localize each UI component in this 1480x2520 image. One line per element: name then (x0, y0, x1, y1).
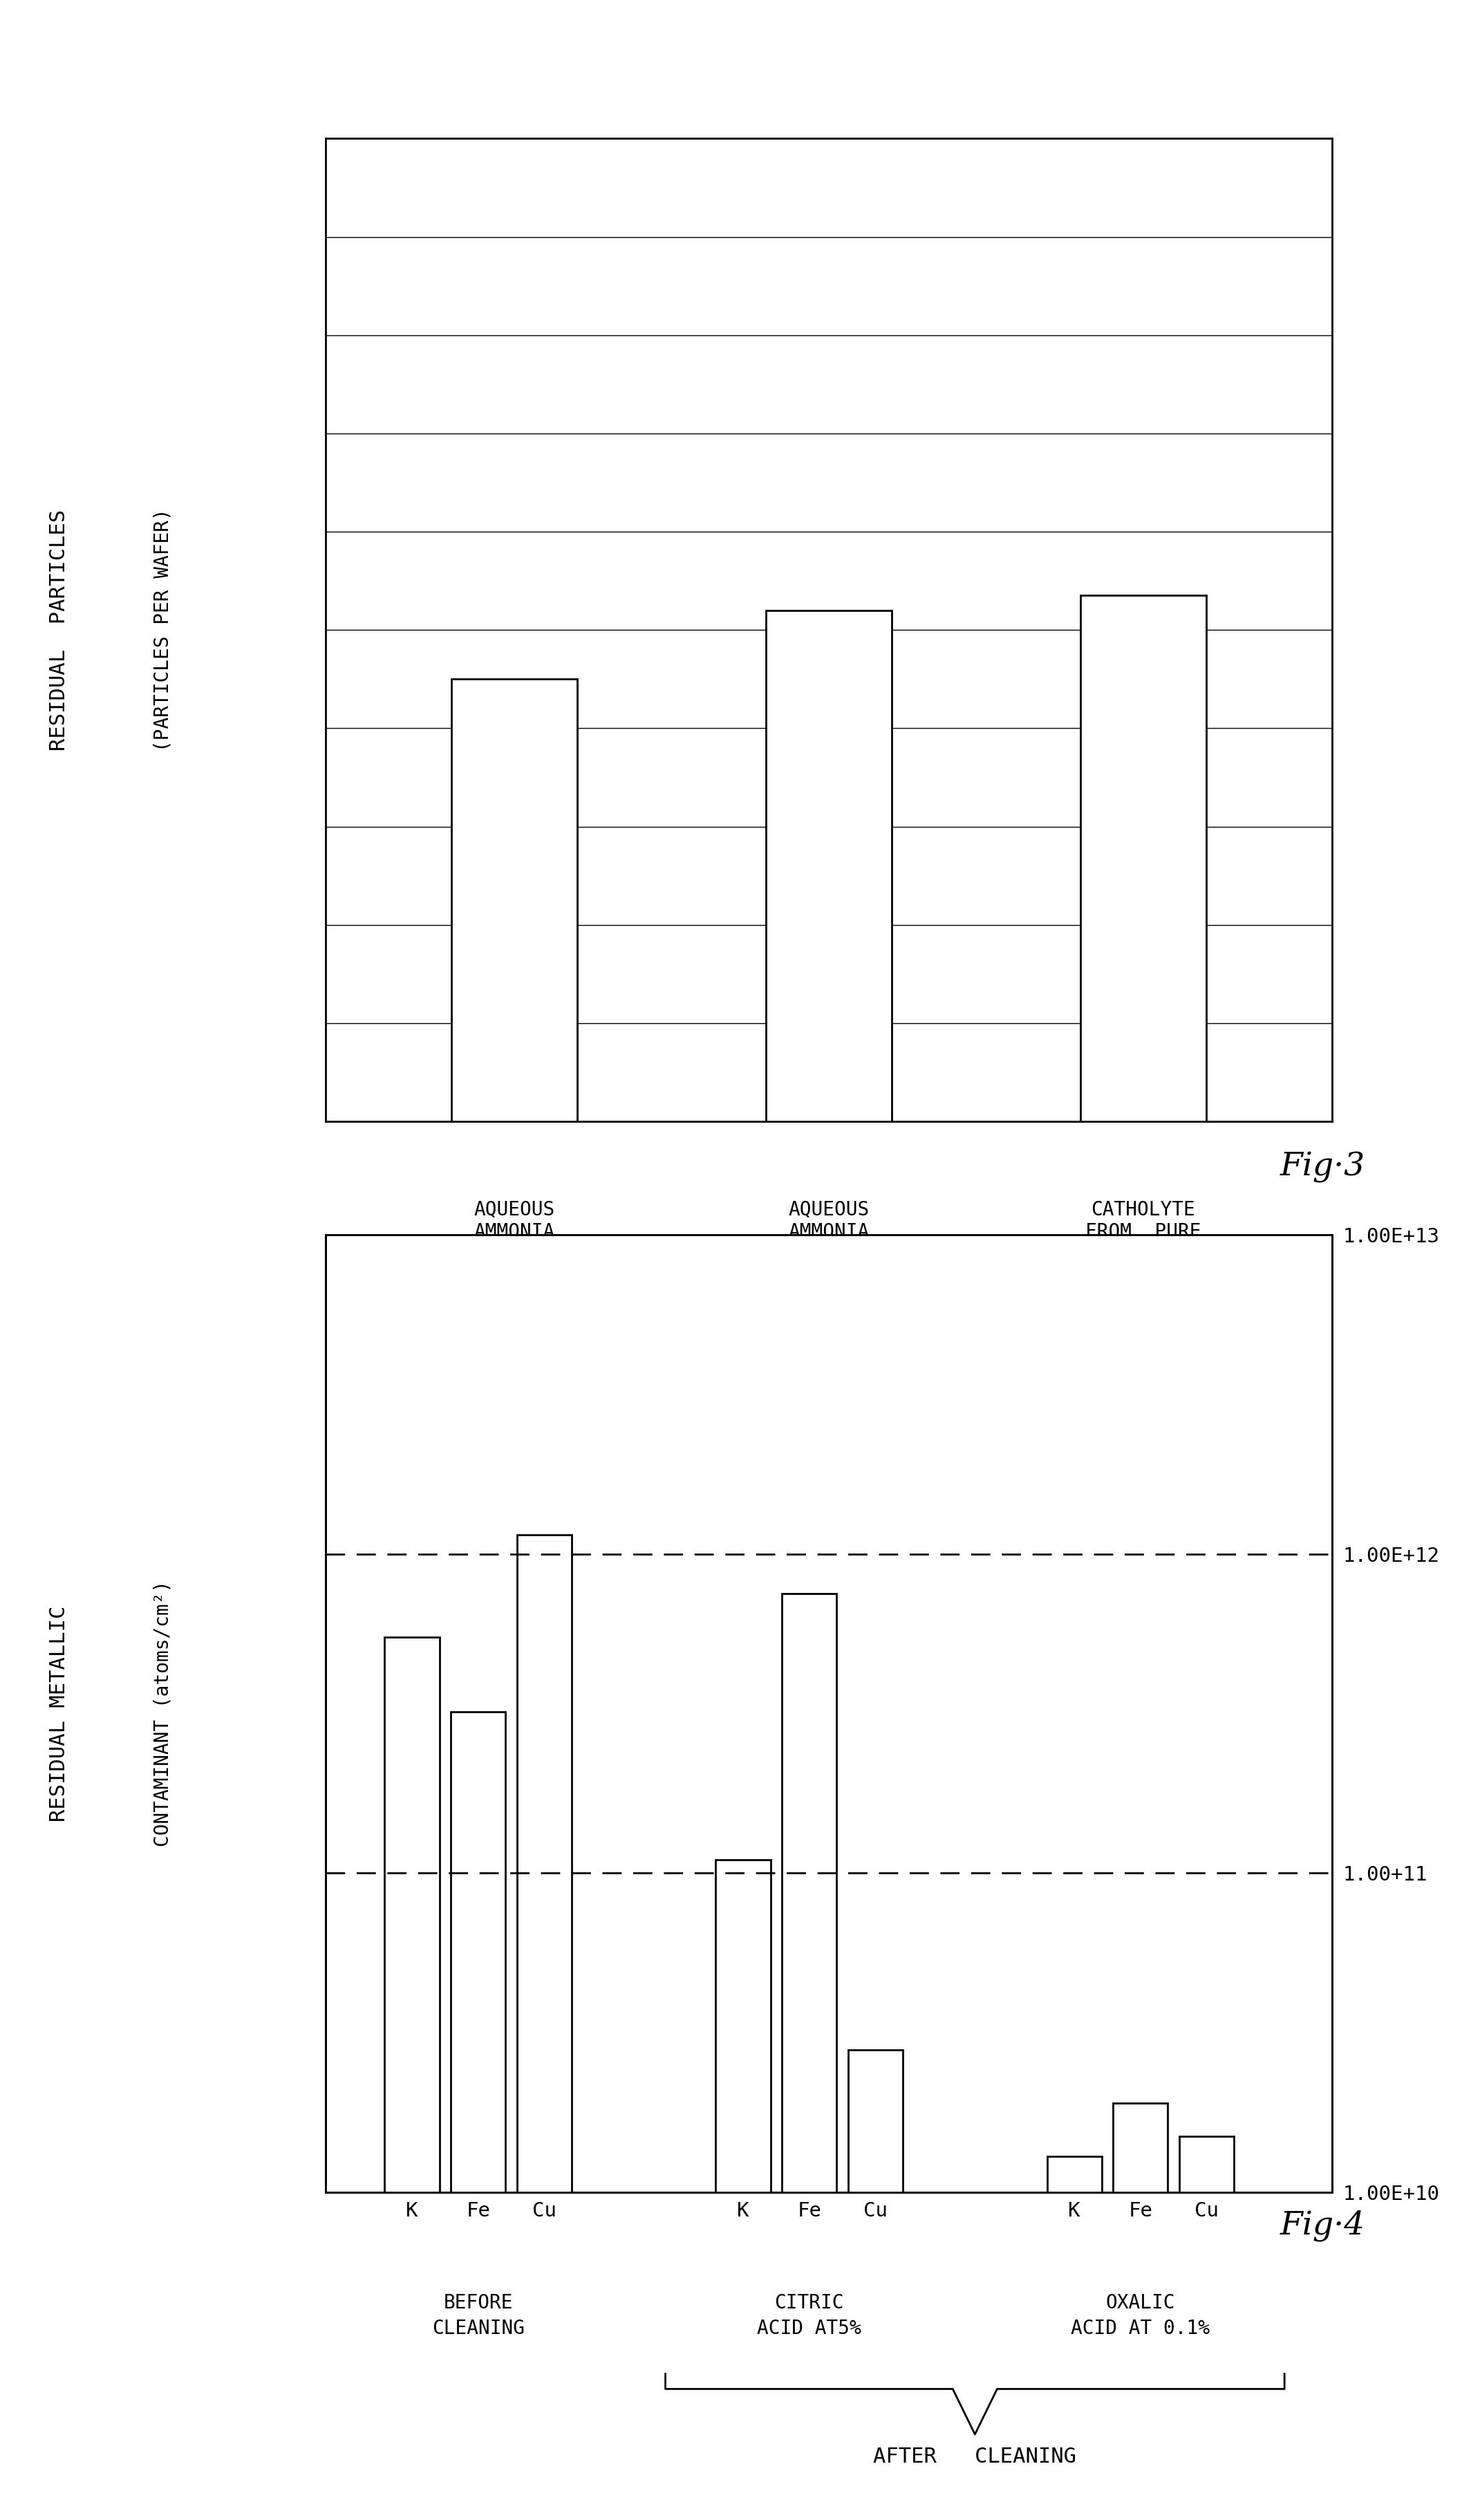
Text: RESIDUAL METALLIC: RESIDUAL METALLIC (49, 1605, 70, 1822)
Bar (385, 1638, 440, 2520)
Text: Fig·3: Fig·3 (1280, 1152, 1366, 1182)
Text: Fig·4: Fig·4 (1280, 2210, 1366, 2240)
Bar (1080, 595, 1206, 1121)
Text: AQUEOUS
AMMONIA: AQUEOUS AMMONIA (789, 1200, 869, 1242)
Text: RESIDUAL  PARTICLES: RESIDUAL PARTICLES (49, 509, 70, 751)
Bar (716, 1860, 771, 2520)
Bar (781, 1593, 836, 2520)
Text: CONTAMINANT (atoms/cm²): CONTAMINANT (atoms/cm²) (152, 1580, 173, 1847)
Text: CITRIC
ACID AT5%: CITRIC ACID AT5% (758, 2293, 861, 2339)
Bar (1046, 2157, 1101, 2520)
Text: AFTER   CLEANING: AFTER CLEANING (873, 2447, 1076, 2467)
Text: OXALIC
ACID AT 0.1%: OXALIC ACID AT 0.1% (1072, 2293, 1211, 2339)
Text: BEFORE
CLEANING: BEFORE CLEANING (432, 2293, 524, 2339)
Bar (451, 678, 577, 1121)
Bar (848, 2049, 903, 2520)
Bar (1113, 2104, 1168, 2520)
Text: AQUEOUS
AMMONIA
AT 1.8%: AQUEOUS AMMONIA AT 1.8% (474, 1200, 555, 1265)
Text: (PARTICLES PER WAFER): (PARTICLES PER WAFER) (152, 509, 173, 751)
Bar (1180, 2137, 1234, 2520)
Bar (451, 1711, 506, 2520)
Bar (767, 610, 891, 1121)
Text: CATHOLYTE
FROM  PURE
WATER: CATHOLYTE FROM PURE WATER (1085, 1200, 1202, 1265)
Bar (517, 1535, 571, 2520)
